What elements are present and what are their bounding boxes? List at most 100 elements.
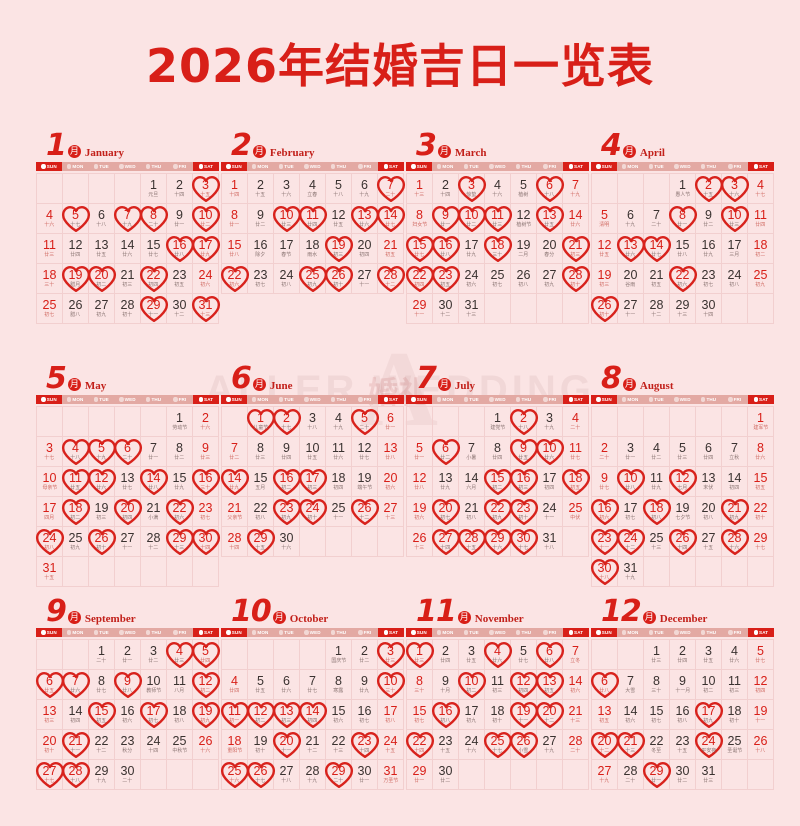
weekday-sun: SUN bbox=[406, 395, 433, 404]
lunar-label: 初八 bbox=[729, 281, 740, 288]
day-number: 20 bbox=[42, 733, 57, 748]
day-number: 18 bbox=[172, 703, 187, 718]
lunar-label: 十一 bbox=[70, 747, 81, 754]
lunar-label: 初四 bbox=[307, 717, 318, 724]
day-cell-empty bbox=[63, 640, 89, 670]
day-cell: 11 八月 bbox=[167, 670, 193, 700]
day-cell: 15 初七 bbox=[644, 700, 670, 730]
day-cell: 19 初三 bbox=[324, 234, 353, 264]
day-cell: 5 廿三 bbox=[670, 437, 696, 467]
day-number: 7 bbox=[72, 673, 79, 688]
day-number: 17 bbox=[701, 703, 716, 718]
weekday-tue: TUE bbox=[273, 628, 300, 637]
day-cell: 18 初八 bbox=[642, 497, 671, 527]
weekday-label: THU bbox=[151, 397, 162, 402]
lunar-label: 廿二 bbox=[651, 454, 662, 461]
lunar-label: 十七 bbox=[518, 544, 529, 551]
lunar-label: 十一月 bbox=[675, 687, 690, 694]
day-cell: 20 初八 bbox=[696, 497, 722, 527]
weekday-dot-icon bbox=[41, 397, 46, 402]
day-cell: 8 廿二 bbox=[167, 437, 193, 467]
day-cell: 16 除夕 bbox=[248, 234, 274, 264]
lunar-label: 端午节 bbox=[357, 484, 372, 491]
day-cell: 2 十四 bbox=[167, 174, 193, 204]
day-number: 28 bbox=[146, 530, 161, 545]
weekday-label: THU bbox=[706, 630, 717, 635]
day-number: 7 bbox=[572, 177, 579, 192]
month-number: 4 bbox=[601, 128, 622, 164]
weekday-header: SUN MON TUE WED THU FRI SAT bbox=[221, 395, 404, 404]
day-cell: 22 初四 bbox=[139, 264, 168, 294]
day-cell: 25 中伏 bbox=[563, 497, 589, 527]
day-number: 25 bbox=[331, 500, 346, 515]
lunar-label: 立秋 bbox=[729, 454, 740, 461]
weekday-dot-icon bbox=[304, 164, 309, 169]
day-cell: 22 初四 bbox=[405, 264, 434, 294]
lunar-label: 廿五 bbox=[544, 221, 555, 228]
day-number: 22 bbox=[172, 500, 187, 515]
day-number: 3 bbox=[468, 643, 475, 658]
day-number: 27 bbox=[94, 297, 109, 312]
day-cell: 19 十一 bbox=[509, 700, 538, 730]
day-number: 10 bbox=[146, 673, 161, 688]
day-number: 8 bbox=[494, 440, 501, 455]
day-number: 23 bbox=[438, 267, 453, 282]
day-cell: 20 初四 bbox=[113, 497, 142, 527]
lunar-label: 初二 bbox=[703, 687, 714, 694]
weekday-dot-icon bbox=[173, 630, 178, 635]
day-grid: 1 十三 2 十四 3 惊蛰 4 十六 5 植树 6 十八 7 十九 8 妇女节 9 廿一 10 廿二 11 廿三 12 植树… bbox=[405, 173, 590, 324]
day-grid: 1 建军节 2 二十 3 廿一 4 廿二 5 廿三 6 廿四 7 立秋 8 廿六 9 廿七 10 廿八 11 廿九 12 七月… bbox=[590, 406, 774, 587]
lunar-label: 初八 bbox=[703, 514, 714, 521]
lunar-label: 四月 bbox=[44, 514, 55, 521]
weekday-sat: SAT bbox=[192, 628, 219, 637]
weekday-mon: MON bbox=[617, 395, 644, 404]
lunar-label: 父亲节 bbox=[227, 514, 242, 521]
day-number: 29 bbox=[94, 763, 109, 778]
day-cell: 31 十三 bbox=[459, 294, 485, 324]
day-cell: 25 初九 bbox=[748, 264, 774, 294]
lunar-label: 廿四 bbox=[70, 251, 81, 258]
day-number: 11 bbox=[332, 440, 345, 455]
lunar-label: 春分 bbox=[544, 251, 555, 258]
day-number: 19 bbox=[94, 500, 109, 515]
weekday-dot-icon bbox=[463, 397, 469, 402]
day-cell: 1 劳动节 bbox=[167, 407, 193, 437]
lunar-label: 十四 bbox=[414, 747, 425, 754]
day-cell-empty bbox=[618, 174, 644, 204]
day-cell: 19 二月 bbox=[511, 234, 537, 264]
day-number: 17 bbox=[305, 470, 320, 485]
month-badge-icon: 月 bbox=[437, 145, 451, 158]
weekday-label: WED bbox=[494, 397, 506, 402]
lunar-label: 初五 bbox=[96, 717, 107, 724]
day-cell: 20 谷雨 bbox=[618, 264, 644, 294]
lunar-label: 廿八 bbox=[148, 484, 159, 491]
day-number: 5 bbox=[757, 643, 764, 658]
day-cell: 7 廿一 bbox=[141, 437, 167, 467]
day-cell: 25 十三 bbox=[644, 527, 670, 557]
weekday-dot-icon bbox=[411, 630, 416, 635]
lunar-label: 初六 bbox=[200, 281, 211, 288]
lunar-label: 初十 bbox=[307, 514, 318, 521]
day-cell: 3 十六 bbox=[720, 174, 749, 204]
day-cell: 18 初二 bbox=[61, 497, 90, 527]
day-cell: 11 廿五 bbox=[61, 467, 90, 497]
day-number: 20 bbox=[94, 267, 109, 282]
day-cell: 3 十九 bbox=[537, 407, 563, 437]
day-cell: 11 廿六 bbox=[326, 437, 352, 467]
day-cell-empty bbox=[300, 527, 326, 557]
day-number: 21 bbox=[68, 733, 83, 748]
day-cell: 10 母亲节 bbox=[37, 467, 63, 497]
lunar-label: 十五 bbox=[200, 191, 211, 198]
day-number: 4 bbox=[176, 643, 183, 658]
lunar-label: 初六 bbox=[333, 717, 344, 724]
weekday-dot-icon bbox=[674, 164, 679, 169]
day-cell-empty bbox=[37, 174, 63, 204]
day-cell: 13 廿七 bbox=[115, 467, 141, 497]
lunar-label: 十二 bbox=[544, 717, 555, 724]
day-cell: 28 十六 bbox=[720, 527, 749, 557]
day-cell: 29 十六 bbox=[483, 527, 512, 557]
day-cell: 1 十三 bbox=[407, 174, 433, 204]
day-cell: 25 十六 bbox=[220, 760, 249, 790]
weekday-fri: FRI bbox=[536, 162, 563, 171]
lunar-label: 十二 bbox=[174, 311, 185, 318]
